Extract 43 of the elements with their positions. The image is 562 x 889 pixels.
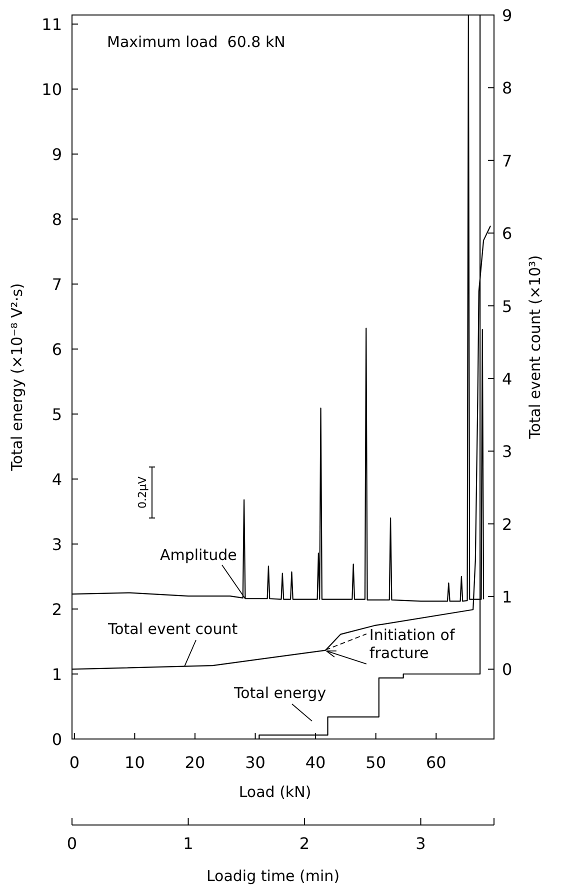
y2-tick-label: 7: [502, 151, 512, 170]
y2-tick-label: 0: [502, 660, 512, 680]
y2-tick-label: 1: [502, 588, 512, 607]
x-tick-label: 3: [416, 834, 426, 853]
y-tick-label: 0: [52, 730, 62, 749]
x-tick-label: 2: [299, 834, 310, 853]
y-tick-label: 6: [52, 340, 62, 360]
y-tick-label: 2: [52, 600, 62, 620]
y2-tick-label: 9: [502, 6, 512, 25]
y2-tick-label: 4: [502, 369, 512, 388]
x-axis-title: Loadig time (min): [206, 867, 340, 885]
x-tick-label: 0: [66, 834, 78, 853]
y-tick-label: 4: [52, 470, 62, 490]
annotation: Maximum load 60.8 kN: [107, 33, 286, 51]
x2-tick-label: 50: [366, 753, 386, 772]
y-tick-label: 10: [42, 80, 62, 100]
y2-axis-title: Total event count (×10³): [526, 255, 544, 440]
series-label: Amplitude: [160, 546, 237, 564]
annotation: Initiation of fracture: [369, 626, 456, 662]
y-tick-label: 11: [42, 15, 62, 34]
x2-tick-label: 60: [426, 753, 446, 772]
y2-tick-label: 6: [502, 224, 512, 244]
y2-tick-label: 5: [502, 296, 512, 316]
y2-tick-label: 2: [502, 514, 512, 534]
x2-tick-label: 40: [305, 753, 326, 772]
y-tick-label: 1: [52, 665, 62, 684]
y2-tick-label: 8: [502, 78, 512, 98]
x2-axis-title: Load (kN): [238, 783, 312, 801]
series-label: Total energy: [233, 684, 326, 702]
y2-tick-label: 3: [502, 442, 512, 462]
x2-tick-label: 30: [245, 753, 266, 772]
y-tick-label: 5: [52, 405, 62, 424]
x2-tick-label: 20: [184, 753, 206, 772]
x2-tick-label: 0: [69, 753, 80, 772]
x2-tick-label: 10: [124, 753, 145, 772]
y-axis-title: Total energy (×10⁻⁸ V²·s): [8, 283, 26, 472]
y-tick-label: 3: [52, 535, 62, 554]
y-tick-label: 7: [52, 275, 62, 294]
x-tick-label: 1: [183, 834, 194, 853]
annotation: 0.2μV: [136, 476, 149, 509]
y-tick-label: 9: [52, 145, 62, 164]
series-label: Total event count: [107, 620, 238, 638]
y-tick-label: 8: [52, 210, 62, 230]
